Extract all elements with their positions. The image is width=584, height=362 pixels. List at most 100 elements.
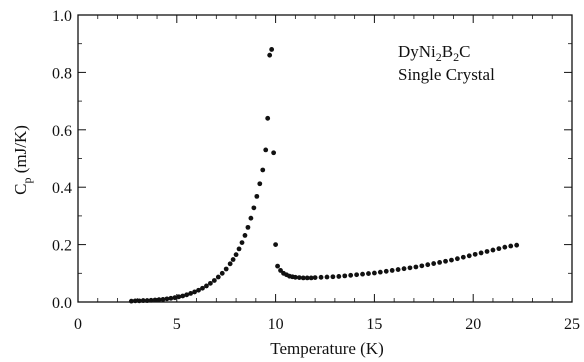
data-point (233, 252, 239, 258)
data-point (263, 147, 269, 153)
data-point (419, 263, 425, 269)
data-point (395, 267, 401, 272)
data-point (196, 287, 201, 293)
data-point (460, 254, 466, 260)
data-point (502, 244, 508, 250)
y-tick-label: 0.4 (52, 180, 72, 197)
data-point (330, 274, 336, 280)
data-point (176, 294, 182, 300)
data-point (136, 298, 142, 304)
data-point (437, 259, 443, 265)
data-point (207, 280, 213, 286)
data-point (184, 292, 190, 298)
y-tick-label: 0.8 (52, 65, 72, 82)
data-point (271, 150, 277, 156)
data-point (318, 274, 324, 280)
data-point (128, 298, 134, 304)
data-point (443, 258, 448, 264)
data-point (472, 251, 478, 257)
data-point (267, 52, 273, 58)
data-point (508, 243, 514, 249)
data-point (223, 266, 229, 272)
formula-sub-1: 2 (436, 50, 442, 64)
data-point (401, 266, 407, 272)
data-point (230, 257, 236, 262)
data-point (152, 297, 158, 303)
data-point (156, 297, 162, 303)
data-point (132, 298, 138, 304)
data-point (377, 269, 383, 275)
data-point (478, 250, 484, 256)
data-point (490, 247, 496, 253)
data-point (254, 193, 260, 199)
data-point (265, 115, 271, 121)
data-point (192, 289, 197, 295)
y-tick-label: 0.6 (52, 123, 72, 140)
data-point (236, 246, 242, 252)
data-point (348, 272, 354, 278)
data-point (200, 285, 205, 291)
formula-sub-2: 2 (453, 50, 459, 64)
data-point (454, 256, 460, 262)
data-point (164, 296, 170, 302)
data-point (248, 215, 254, 221)
data-point (257, 181, 263, 187)
y-axis-title-main: C (11, 184, 30, 195)
y-tick-label: 1.0 (52, 8, 72, 25)
data-point (148, 297, 154, 303)
data-point (296, 275, 302, 281)
data-point (308, 275, 314, 281)
data-point (407, 265, 413, 271)
data-point (342, 273, 348, 279)
data-point (245, 224, 251, 230)
y-axis-title-subscript: p (20, 178, 34, 184)
formula-part-3: C (459, 42, 470, 61)
data-point (389, 268, 395, 273)
data-point (484, 249, 490, 254)
plot-frame (77, 14, 573, 303)
data-point (273, 242, 278, 248)
y-axis-ticks: 0.0 0.2 0.4 0.6 0.8 1.0 (52, 8, 572, 312)
data-point (269, 47, 275, 52)
x-tick-label: 5 (173, 316, 181, 333)
plot-border (77, 14, 573, 303)
data-point (383, 268, 389, 274)
y-axis-title: Cp (mJ/K) (11, 125, 34, 195)
x-tick-label: 10 (268, 316, 284, 333)
y-tick-label: 0.2 (52, 238, 72, 255)
data-point (292, 274, 298, 280)
data-points (128, 47, 520, 304)
data-point (260, 167, 266, 173)
data-point (144, 298, 150, 303)
data-point (496, 246, 502, 252)
y-tick-label: 0.0 (52, 295, 72, 312)
data-point (219, 270, 225, 276)
data-point (227, 261, 233, 267)
data-point (514, 242, 520, 248)
x-tick-label: 25 (564, 316, 580, 333)
x-axis-ticks: 0 5 10 15 20 25 (74, 15, 580, 333)
data-point (211, 278, 217, 283)
data-point (431, 261, 437, 266)
data-point (275, 263, 280, 269)
data-point (360, 271, 365, 277)
data-point (168, 295, 174, 301)
data-point (278, 268, 283, 273)
data-point (425, 262, 431, 268)
y-axis-title-rest: (mJ/K) (11, 125, 30, 177)
data-point (188, 290, 194, 296)
formula-part-2: B (442, 42, 453, 61)
data-point (215, 274, 221, 280)
data-point (304, 275, 310, 281)
data-point (354, 272, 360, 278)
data-point (180, 293, 186, 299)
data-point (251, 205, 257, 211)
x-tick-label: 20 (465, 316, 481, 333)
data-point (312, 275, 318, 281)
x-tick-label: 15 (366, 316, 382, 333)
data-point (242, 233, 248, 238)
data-point (466, 253, 472, 259)
data-point (372, 270, 377, 276)
data-point (140, 298, 146, 303)
data-point (449, 257, 454, 263)
